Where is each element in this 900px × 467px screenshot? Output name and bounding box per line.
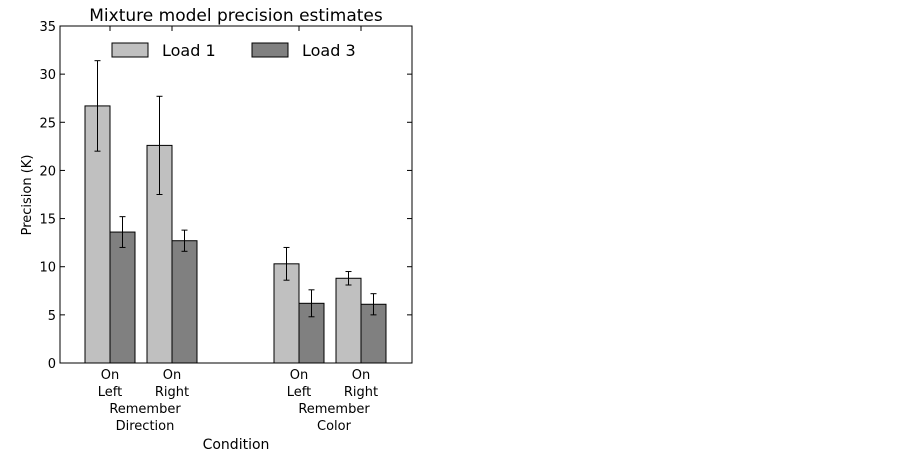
x-tick-label: On xyxy=(290,368,308,383)
x-group-label: Color xyxy=(317,419,352,434)
y-tick-label: 15 xyxy=(39,213,56,228)
x-axis-labels: On Left On Right Remember Direction On Left On Ri… xyxy=(98,368,378,434)
x-group-label: Remember xyxy=(298,402,370,417)
legend-label: Load 1 xyxy=(162,41,216,60)
y-tick-label: 25 xyxy=(39,116,56,131)
x-tick-label: Left xyxy=(98,385,122,400)
y-tick-label: 0 xyxy=(48,357,56,372)
x-group-label: Remember xyxy=(109,402,181,417)
legend: Load 1 Load 3 xyxy=(111,41,356,60)
y-tick-label: 30 xyxy=(39,68,56,83)
plot-frame xyxy=(59,25,413,364)
bar xyxy=(335,277,362,364)
x-tick-label: Left xyxy=(287,385,311,400)
error-bars xyxy=(94,60,377,318)
legend-swatch xyxy=(111,42,149,58)
y-axis-ticks: 0 5 10 15 20 25 30 35 xyxy=(39,20,412,372)
y-tick-label: 5 xyxy=(48,309,56,324)
bars xyxy=(84,26,387,364)
x-tick-label: On xyxy=(101,368,119,383)
legend-swatch xyxy=(251,42,289,58)
x-group-label: Direction xyxy=(116,419,175,434)
bar xyxy=(171,240,198,364)
y-tick-label: 20 xyxy=(39,164,56,179)
x-axis-label: Condition xyxy=(203,437,270,453)
y-tick-label: 10 xyxy=(39,261,56,276)
x-tick-label: Right xyxy=(344,385,378,400)
y-axis-label: Precision (K) xyxy=(20,155,35,236)
x-tick-label: On xyxy=(352,368,370,383)
legend-label: Load 3 xyxy=(302,41,356,60)
x-tick-label: Right xyxy=(155,385,189,400)
bar xyxy=(109,231,136,364)
x-tick-label: On xyxy=(163,368,181,383)
y-tick-label: 35 xyxy=(39,20,56,35)
chart-title: Mixture model precision estimates xyxy=(89,6,383,26)
